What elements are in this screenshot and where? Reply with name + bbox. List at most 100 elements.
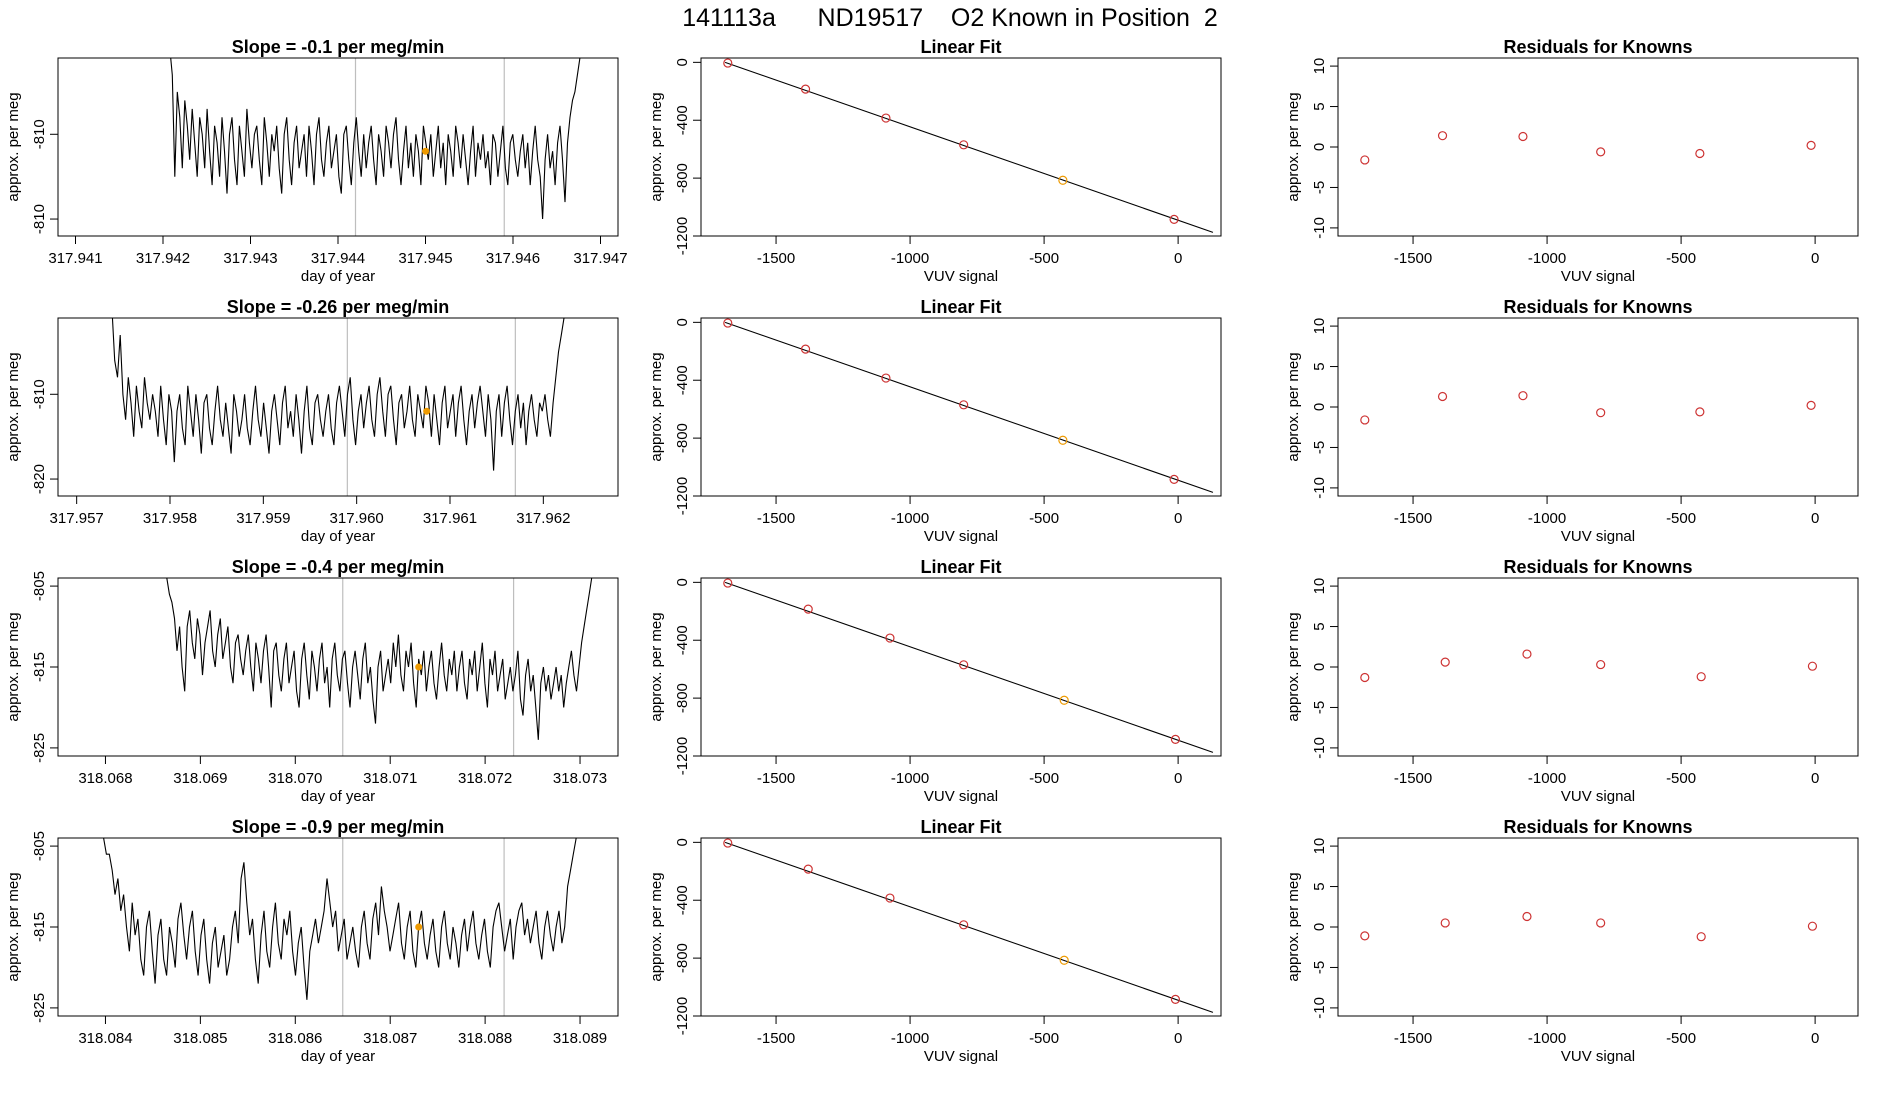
plot-frame bbox=[1337, 577, 1859, 757]
data-point bbox=[723, 318, 733, 328]
x-tick-label: -1000 bbox=[891, 1030, 929, 1047]
y-tick-label: -1200 bbox=[674, 217, 691, 255]
y-tick-label: 0 bbox=[674, 58, 691, 66]
y-tick-label: -400 bbox=[674, 885, 691, 915]
y-tick-label: -825 bbox=[31, 993, 48, 1023]
y-tick-label: 0 bbox=[674, 838, 691, 846]
x-axis-label: day of year bbox=[301, 788, 375, 805]
x-axis-label: VUV signal bbox=[1561, 788, 1635, 805]
y-axis-label: approx. per meg bbox=[5, 352, 22, 461]
data-series-line bbox=[100, 838, 585, 1000]
x-axis-label: VUV signal bbox=[1561, 268, 1635, 285]
y-tick-label: -800 bbox=[674, 943, 691, 973]
data-point bbox=[800, 344, 811, 354]
x-tick-label: 317.946 bbox=[486, 250, 540, 267]
y-tick-label: -1200 bbox=[674, 477, 691, 515]
panel: Linear Fit -1500 -1000 -500 0 0 -400 -800 -1200 V… bbox=[648, 817, 1222, 1065]
x-tick-label: 317.943 bbox=[223, 250, 277, 267]
y-tick-label: 10 bbox=[1311, 838, 1328, 855]
fit-line bbox=[724, 321, 1214, 493]
y-tick-label: -810 bbox=[31, 379, 48, 409]
y-tick-label: -10 bbox=[1311, 217, 1328, 239]
x-tick-label: 317.962 bbox=[516, 510, 570, 527]
y-tick-label: -5 bbox=[1311, 961, 1328, 974]
plot-frame bbox=[1337, 837, 1859, 1017]
y-axis-label: approx. per meg bbox=[648, 92, 665, 201]
y-tick-label: -825 bbox=[31, 733, 48, 763]
x-tick-label: -1000 bbox=[1528, 510, 1566, 527]
y-tick-label: -1200 bbox=[674, 997, 691, 1035]
x-axis-label: VUV signal bbox=[1561, 1048, 1635, 1065]
y-tick-label: -10 bbox=[1311, 997, 1328, 1019]
plot-area bbox=[723, 58, 1214, 233]
plot-area bbox=[1360, 649, 1818, 683]
data-point bbox=[1807, 661, 1818, 671]
data-point bbox=[1170, 734, 1181, 744]
x-tick-label: 318.073 bbox=[553, 770, 607, 787]
y-axis-label: approx. per meg bbox=[1285, 92, 1302, 201]
x-tick-label: 317.960 bbox=[330, 510, 384, 527]
y-tick-label: 0 bbox=[1311, 923, 1328, 931]
plot-area bbox=[1360, 391, 1816, 425]
x-tick-label: 317.957 bbox=[50, 510, 104, 527]
plot-frame bbox=[700, 57, 1222, 237]
data-point bbox=[881, 113, 891, 123]
data-point bbox=[1440, 918, 1450, 928]
x-tick-label: 0 bbox=[1811, 770, 1819, 787]
data-point bbox=[1596, 408, 1606, 418]
y-tick-label: -805 bbox=[31, 831, 48, 861]
plot-area bbox=[723, 578, 1214, 753]
fit-line bbox=[724, 841, 1214, 1013]
y-tick-label: 10 bbox=[1311, 58, 1328, 75]
y-axis-label: approx. per meg bbox=[5, 612, 22, 721]
plot-frame bbox=[57, 577, 619, 757]
data-point bbox=[881, 373, 891, 383]
data-point bbox=[1059, 955, 1069, 965]
x-tick-label: 317.942 bbox=[136, 250, 190, 267]
data-point bbox=[1596, 147, 1606, 157]
data-point bbox=[1522, 649, 1532, 659]
data-point bbox=[885, 893, 895, 903]
x-tick-label: -1000 bbox=[891, 770, 929, 787]
x-tick-label: -1000 bbox=[891, 250, 929, 267]
data-point bbox=[1360, 415, 1370, 425]
plot-area bbox=[1360, 131, 1816, 165]
data-series-line bbox=[111, 318, 565, 471]
x-tick-label: 318.085 bbox=[173, 1030, 227, 1047]
data-point bbox=[1437, 391, 1448, 402]
plot-area bbox=[170, 58, 581, 236]
x-tick-label: 317.945 bbox=[398, 250, 452, 267]
x-tick-label: -1500 bbox=[1394, 770, 1432, 787]
data-point bbox=[1806, 400, 1816, 410]
x-tick-label: 318.084 bbox=[78, 1030, 132, 1047]
y-tick-label: -800 bbox=[674, 683, 691, 713]
plot-frame bbox=[1337, 317, 1859, 497]
data-point bbox=[1440, 657, 1450, 667]
y-tick-label: -5 bbox=[1311, 441, 1328, 454]
y-axis-label: approx. per meg bbox=[1285, 612, 1302, 721]
y-tick-label: 10 bbox=[1311, 578, 1328, 595]
y-tick-label: -10 bbox=[1311, 737, 1328, 759]
data-point bbox=[1169, 214, 1179, 224]
data-point bbox=[1807, 921, 1818, 931]
panel: Slope = -0.26 per meg/min 317.957 317.958 3… bbox=[5, 297, 619, 545]
x-tick-label: -500 bbox=[1029, 1030, 1059, 1047]
y-tick-label: 5 bbox=[1311, 102, 1328, 110]
plot-area bbox=[723, 318, 1214, 493]
panel-title: Slope = -0.1 per meg/min bbox=[232, 37, 445, 57]
x-axis-label: VUV signal bbox=[924, 788, 998, 805]
y-axis-label: approx. per meg bbox=[5, 92, 22, 201]
fit-line bbox=[724, 581, 1214, 753]
x-tick-label: -1000 bbox=[891, 510, 929, 527]
x-tick-label: 0 bbox=[1174, 250, 1182, 267]
panel: Linear Fit -1500 -1000 -500 0 0 -400 -800 -1200 V… bbox=[648, 37, 1222, 285]
data-point bbox=[1360, 155, 1370, 165]
x-tick-label: 318.070 bbox=[268, 770, 322, 787]
y-tick-label: -400 bbox=[674, 105, 691, 135]
x-axis-label: day of year bbox=[301, 1048, 375, 1065]
data-point bbox=[959, 140, 969, 150]
panel: Slope = -0.9 per meg/min 318.084 318.085 31… bbox=[5, 817, 619, 1065]
x-axis-label: day of year bbox=[301, 268, 375, 285]
data-point bbox=[803, 864, 813, 874]
panel-title: Linear Fit bbox=[920, 557, 1001, 577]
